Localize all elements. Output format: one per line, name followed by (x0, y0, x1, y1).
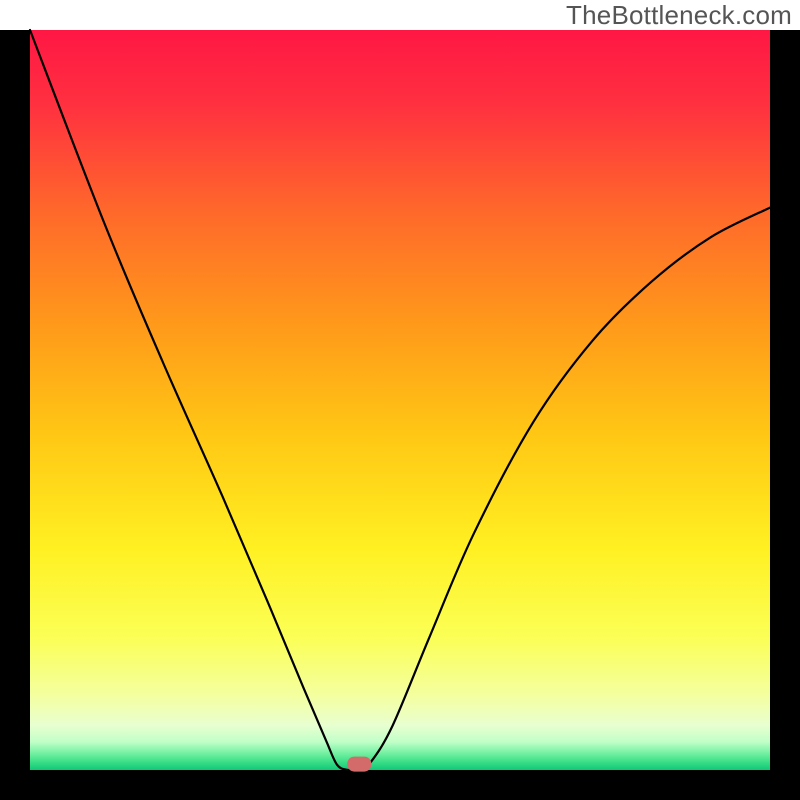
optimum-marker (347, 757, 371, 772)
bottleneck-chart (0, 0, 800, 800)
watermark-text: TheBottleneck.com (566, 2, 792, 28)
chart-root: TheBottleneck.com (0, 0, 800, 800)
gradient-background (30, 30, 770, 770)
